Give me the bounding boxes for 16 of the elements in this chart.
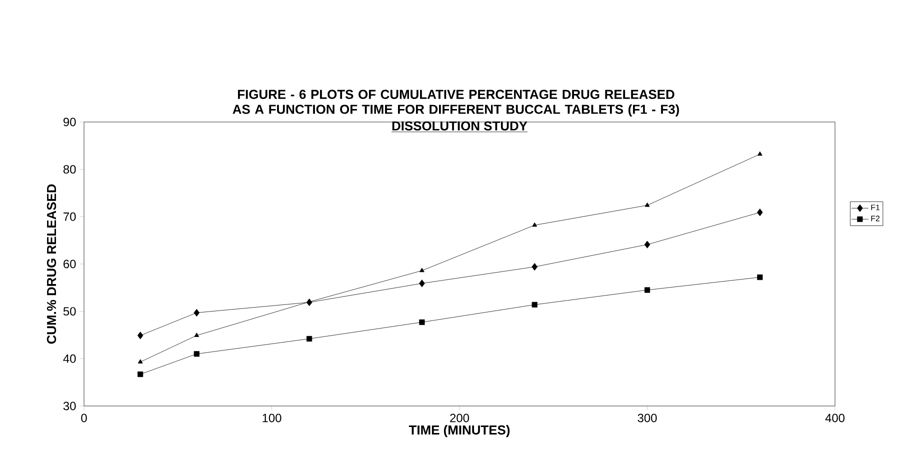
y-tick-label: 90: [64, 118, 76, 126]
x-axis-title: TIME (MINUTES): [408, 425, 510, 438]
x-tick-label: 400: [825, 414, 845, 422]
x-tick-label: 0: [81, 414, 87, 422]
y-tick-label: 40: [63, 354, 76, 363]
y-tick-label: 80: [63, 165, 76, 174]
x-tick-label: 100: [262, 414, 282, 422]
y-axis-title: CUM.% DRUG RELEASED: [46, 184, 56, 344]
y-tick-label: 70: [64, 212, 76, 221]
x-tick-label: 300: [638, 414, 657, 422]
y-tick-label: 60: [64, 260, 76, 268]
y-tick-label: 50: [63, 307, 76, 316]
y-tick-label: 30: [63, 402, 76, 410]
chart-subtitle: DISSOLUTION STUDY: [392, 121, 528, 130]
x-tick-label: 200: [450, 414, 470, 422]
chart-title: FIGURE - 6 PLOTS OF CUMULATIVE PERCENTAGE DRUG RELEASED AS A FUNCTION OF TIME FOR DIFFERENT BUCCAL TABLETS (F1 - F3): [232, 90, 679, 116]
